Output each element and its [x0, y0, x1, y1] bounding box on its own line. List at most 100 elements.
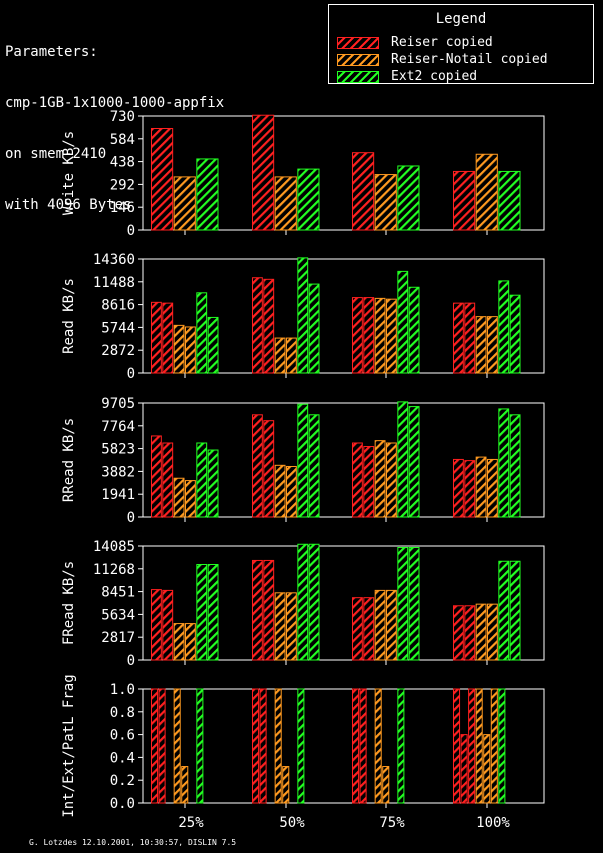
y-tick-label: 1941 [101, 487, 135, 503]
bar [151, 301, 162, 374]
legend-label-reiser: Reiser copied [391, 35, 493, 50]
bar [397, 165, 420, 231]
bar [173, 324, 185, 374]
y-tick-label: 2817 [101, 630, 135, 646]
panel-4: 0 2817 5634 8451 11268 14085 FRead KB/s [61, 539, 545, 669]
bar [282, 766, 290, 804]
parameters-block: Parameters: cmp-1GB-1x1000-1000-appfix o… [5, 10, 224, 231]
bar [308, 283, 320, 374]
y-tick-label: 5744 [101, 320, 135, 336]
y-tick-label: 3882 [101, 464, 135, 480]
bar [207, 449, 219, 518]
bar [386, 589, 397, 661]
bar [297, 168, 320, 231]
bar [252, 414, 263, 518]
bar [453, 605, 464, 661]
bar [173, 176, 196, 231]
bar [259, 688, 267, 804]
y-axis-label: FRead KB/s [61, 561, 77, 645]
x-category-label: 75% [379, 815, 405, 831]
bar [207, 563, 219, 661]
bar [453, 458, 464, 518]
y-axis-label: Int/Ext/PatL Frag [61, 674, 77, 817]
bar [386, 442, 397, 518]
panel-1: 0 146 292 438 584 730 Write KB/s [61, 109, 545, 239]
bar [173, 623, 185, 661]
param-line-blocksize: with 4096 Bytes [5, 197, 132, 213]
y-tick-label: 11488 [93, 275, 135, 291]
x-category-label: 50% [279, 815, 305, 831]
legend-label-reiser-notail: Reiser-Notail copied [391, 52, 548, 67]
y-tick-label: 1.0 [110, 682, 135, 698]
bar [158, 688, 166, 804]
bar [386, 298, 397, 374]
panel-frame [142, 545, 545, 661]
y-tick-label: 5634 [101, 607, 135, 623]
legend-swatch-ext2 [337, 71, 379, 83]
y-tick-label: 0.8 [110, 705, 135, 721]
bar [453, 688, 461, 804]
y-tick-label: 292 [110, 177, 135, 193]
y-tick-label: 11268 [93, 562, 135, 578]
y-axis-label: RRead KB/s [61, 418, 77, 502]
bar [460, 734, 468, 804]
bar [408, 546, 420, 661]
bar [286, 337, 297, 374]
bar [308, 414, 320, 518]
y-tick-label: 14360 [93, 252, 135, 268]
bar [274, 592, 286, 661]
y-tick-label: 5823 [101, 442, 135, 458]
bar [487, 316, 498, 374]
bar [297, 543, 309, 661]
panel-5: 0.0 0.2 0.4 0.6 0.8 1.0 Int/Ext/PatL Frag [61, 674, 545, 818]
bar [397, 688, 405, 804]
bar [498, 280, 510, 374]
y-tick-label: 584 [110, 132, 135, 148]
bar [286, 592, 297, 661]
y-tick-label: 0 [127, 510, 135, 526]
bar [359, 688, 367, 804]
panel-frame [142, 115, 545, 231]
bar [453, 170, 476, 231]
bar [196, 442, 208, 518]
y-tick-label: 0.4 [110, 750, 135, 766]
legend-label-ext2: Ext2 copied [391, 69, 478, 84]
y-tick-label: 730 [110, 109, 135, 125]
bar [185, 623, 196, 661]
y-tick-label: 438 [110, 155, 135, 171]
bar [173, 477, 185, 518]
bar [374, 297, 386, 374]
bar [498, 170, 521, 231]
bar [475, 316, 487, 374]
bar [374, 440, 386, 518]
bar [498, 560, 510, 661]
bar [151, 688, 159, 804]
param-line-host: on smem-2410 [5, 146, 107, 162]
bar [397, 270, 409, 374]
bar [252, 688, 260, 804]
panel-frame [142, 402, 545, 518]
bar [464, 302, 476, 374]
bar [509, 294, 521, 374]
param-line-config: cmp-1GB-1x1000-1000-appfix [5, 95, 225, 111]
bar [185, 480, 196, 518]
bar [252, 277, 263, 374]
y-tick-label: 0.0 [110, 796, 135, 812]
bar [196, 563, 208, 661]
footer-credit: G. Lotzdes 12.10.2001, 10:30:57, DISLIN … [29, 838, 237, 847]
bar [509, 414, 521, 518]
bar [274, 688, 282, 804]
y-tick-label: 0 [127, 366, 135, 382]
bar [464, 460, 476, 518]
y-tick-label: 7764 [101, 419, 135, 435]
bar [352, 597, 363, 661]
bar [173, 688, 181, 804]
legend-swatch-reiser [337, 37, 379, 49]
bar [181, 766, 189, 804]
bar [185, 326, 196, 374]
bar [263, 559, 275, 661]
bar [475, 153, 498, 231]
legend-swatch-reiser-notail [337, 54, 379, 66]
y-tick-label: 9705 [101, 396, 135, 412]
